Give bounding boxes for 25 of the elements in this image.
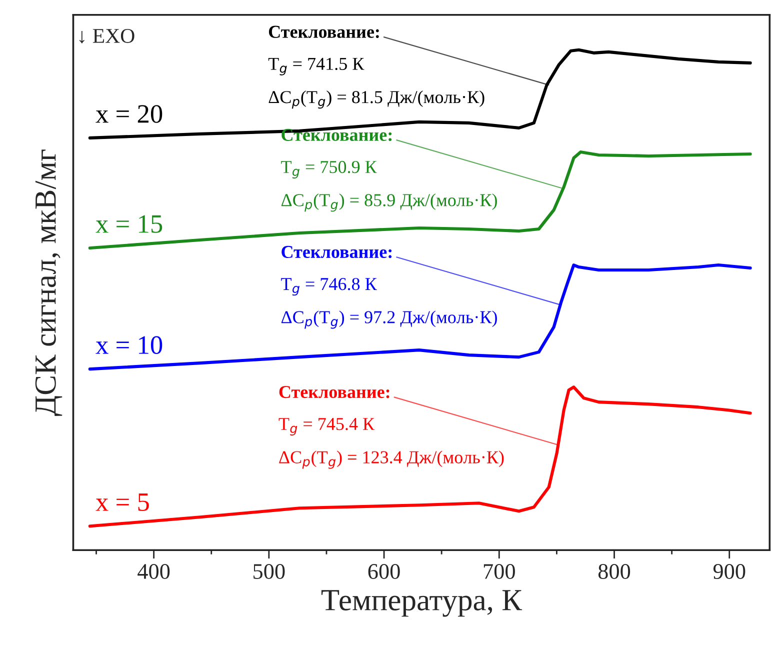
x-tick-label: 800	[598, 564, 630, 579]
series-label: x = 20	[96, 105, 162, 123]
y-axis-title: ДСК сигнал, мкВ/мг	[35, 150, 62, 416]
x-tick-label: 400	[138, 564, 170, 579]
x-tick-label: 900	[713, 564, 746, 579]
annotation: Стеклование:	[282, 246, 392, 258]
x-axis-title: Температура, К	[321, 590, 522, 617]
series-label: x = 15	[96, 215, 162, 233]
x-tick-label: 500	[254, 564, 285, 579]
annotation: Стеклование:	[282, 128, 392, 142]
annotation: T$_{g}$ = 746.8 К	[281, 278, 377, 296]
annotation: T$_{g}$ = 745.4 К	[278, 418, 375, 436]
series-label: x = 10	[96, 336, 162, 354]
annotation: ΔC$_{p}$(T$_{g}$) = 123.4 Дж/(моль·К)	[279, 450, 504, 469]
x-tick-label: 700	[484, 564, 515, 579]
x-tick-label: 600	[368, 564, 400, 579]
series-label: x = 5	[96, 494, 149, 512]
annotation: Стеклование:	[279, 386, 390, 398]
text: ↓ EXO	[79, 28, 134, 44]
annotation: ΔC$_{p}$(T$_{g}$) = 81.5 Дж/(моль·К)	[268, 90, 484, 109]
annotation: ΔC$_{p}$(T$_{g}$) = 85.9 Дж/(моль·К)	[281, 194, 497, 212]
annotation: Стеклование:	[268, 26, 379, 38]
annotation: ΔC$_{p}$(T$_{g}$) = 97.2 Дж/(моль·К)	[281, 310, 497, 329]
annotation: T$_{g}$ = 750.9 К	[281, 160, 377, 178]
annotation: T$_{g}$ = 741.5 К	[268, 58, 364, 76]
